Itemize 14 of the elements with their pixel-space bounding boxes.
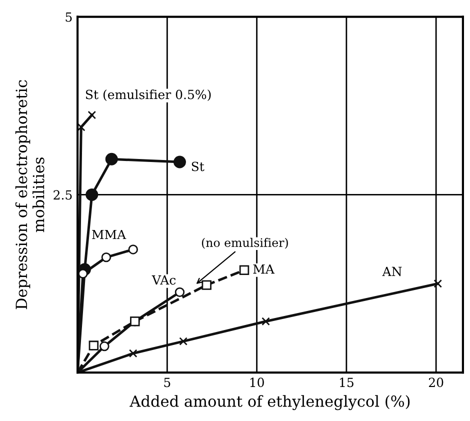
x-tick-label: 20 (428, 378, 444, 388)
series-label: AN (382, 266, 402, 276)
annotation: (no emulsifier) (202, 238, 288, 249)
series-label: VAc (152, 275, 176, 285)
series-label: MA (253, 264, 275, 274)
x-tick-label: 5 (164, 378, 170, 388)
series-label: St (192, 162, 204, 172)
y-tick-label: 2.5 (54, 190, 72, 200)
x-tick-label: 10 (250, 378, 264, 388)
x-axis-title: Added amount of ethyleneglycol (%) (130, 395, 410, 410)
x-tick-label: 15 (340, 378, 354, 388)
series-label: St (emulsifier 0.5%) (86, 90, 211, 101)
series-label: MMA (92, 230, 126, 240)
y-axis-title: Depression of electrophoretic mobilities (15, 80, 44, 310)
